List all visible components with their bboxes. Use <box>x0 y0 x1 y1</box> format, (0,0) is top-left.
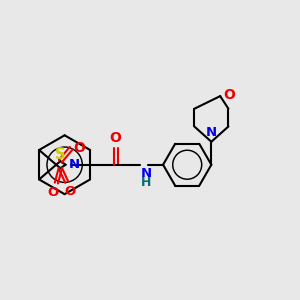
Text: N: N <box>69 158 80 171</box>
Text: O: O <box>73 141 85 155</box>
Text: O: O <box>110 131 122 145</box>
Text: O: O <box>47 186 58 199</box>
Text: H: H <box>141 176 152 189</box>
Text: N: N <box>141 167 152 180</box>
Text: S: S <box>55 147 66 162</box>
Text: O: O <box>65 185 76 198</box>
Text: O: O <box>223 88 235 102</box>
Text: N: N <box>206 126 217 140</box>
